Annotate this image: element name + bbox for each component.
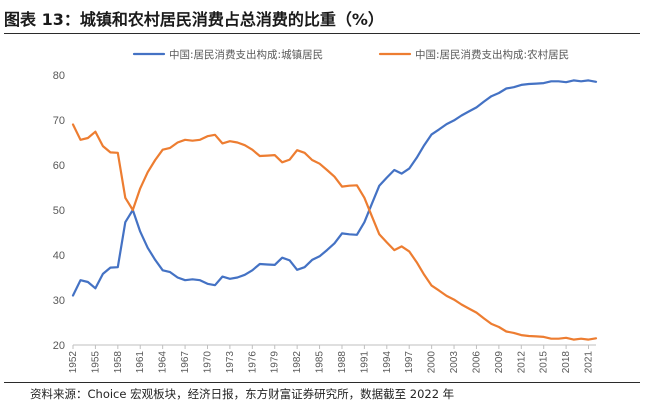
y-axis: 20 30 40 50 60 70 80 <box>53 70 65 352</box>
x-tick-label: 1967 <box>180 351 191 374</box>
x-tick-label: 1985 <box>315 351 326 374</box>
x-tick-label: 1997 <box>404 351 415 374</box>
x-tick-label: 1961 <box>135 351 146 374</box>
x-axis: 1952 1955 1958 1961 1964 1967 1970 1973 1976 1979… <box>68 344 596 374</box>
x-tick-label: 1955 <box>90 351 101 374</box>
x-tick-label: 1991 <box>359 351 370 374</box>
y-tick-label: 20 <box>53 340 65 352</box>
x-tick-label: 1970 <box>202 351 213 374</box>
series-line-urban <box>71 79 598 297</box>
series-group <box>71 79 598 341</box>
x-tick-label: 2000 <box>427 351 438 374</box>
x-tick-label: 1958 <box>113 351 124 374</box>
figure-title: 图表 13：城镇和农村居民消费占总消费的比重（%） <box>4 10 384 29</box>
legend: 中国:居民消费支出构成:城镇居民 中国:居民消费支出构成:农村居民 <box>132 48 569 61</box>
x-tick-label: 1973 <box>225 351 236 374</box>
x-tick-label: 1979 <box>270 351 281 374</box>
x-tick-label: 1952 <box>68 351 79 374</box>
y-tick-label: 40 <box>53 250 65 262</box>
x-tick-label: 1982 <box>292 351 303 374</box>
x-tick-label: 2009 <box>494 351 505 374</box>
x-tick-label: 1964 <box>158 351 169 374</box>
y-tick-label: 60 <box>53 160 65 172</box>
title-rule <box>4 33 640 34</box>
x-tick-label: 2015 <box>539 351 550 374</box>
x-tick-label: 2018 <box>561 351 572 374</box>
x-tick-label: 2012 <box>516 351 527 374</box>
series-line-rural <box>71 123 598 341</box>
legend-label: 中国:居民消费支出构成:城镇居民 <box>169 48 323 61</box>
y-tick-label: 80 <box>53 70 65 82</box>
x-tick-label: 2021 <box>584 351 595 374</box>
x-tick-label: 2006 <box>471 351 482 374</box>
source-rule <box>4 382 640 383</box>
x-tick-label: 1994 <box>382 351 393 374</box>
y-tick-label: 30 <box>53 295 65 307</box>
x-tick-label: 1988 <box>337 351 348 374</box>
source-note: 资料来源：Choice 宏观板块，经济日报，东方财富证券研究所，数据截至 202… <box>30 387 455 401</box>
x-tick-label: 2003 <box>449 351 460 374</box>
legend-label: 中国:居民消费支出构成:农村居民 <box>415 48 569 61</box>
y-tick-label: 70 <box>53 115 65 127</box>
y-tick-label: 50 <box>53 205 65 217</box>
x-tick-label: 1976 <box>247 351 258 374</box>
